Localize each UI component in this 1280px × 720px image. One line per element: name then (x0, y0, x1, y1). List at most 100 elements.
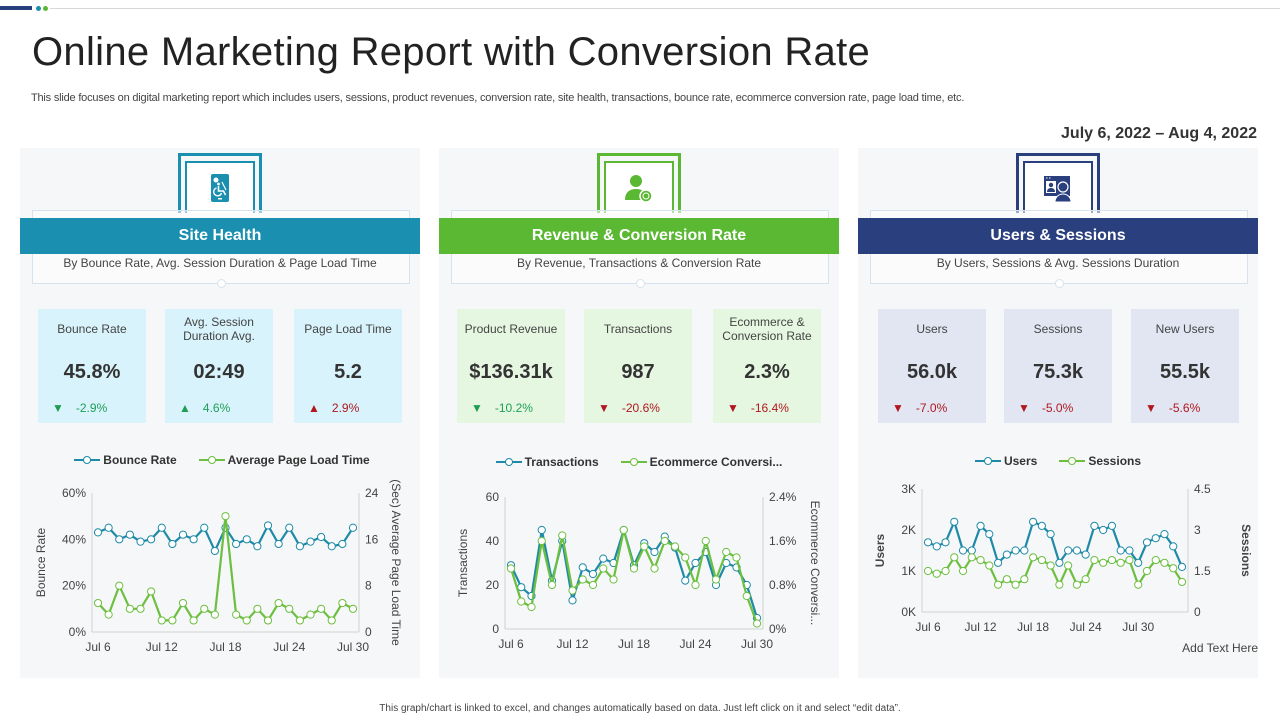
kpi-card-product-revenue: Product Revenue $136.31k ▼ -10.2% (457, 309, 565, 423)
kpi-label: Users (916, 322, 948, 336)
data-point (1116, 558, 1125, 567)
data-point (993, 580, 1003, 589)
arrow-down-icon: ▼ (892, 401, 904, 415)
divider (50, 8, 1280, 9)
panel-description: By Bounce Rate, Avg. Session Duration & … (63, 256, 377, 270)
data-point (941, 538, 950, 547)
data-point (1099, 558, 1108, 567)
kpi-card-bounce-rate: Bounce Rate 45.8% ▼ -2.9% (38, 309, 146, 423)
kpi-delta: ▼ -5.6% (1145, 401, 1200, 415)
data-point (1142, 566, 1152, 576)
kpi-delta: ▼ -10.2% (471, 401, 533, 415)
y2-tick-label: 16 (365, 532, 379, 546)
kpi-value: 02:49 (193, 361, 245, 383)
data-point (1020, 575, 1029, 584)
data-point (1169, 542, 1178, 551)
data-point (923, 538, 933, 547)
y2-tick-label: 2.4% (769, 490, 797, 504)
kpi-value: $136.31k (469, 361, 553, 383)
y-tick-label: 20% (62, 579, 86, 593)
data-point (274, 598, 283, 608)
add-text-placeholder[interactable]: Add Text Here (1182, 641, 1258, 655)
kpi-card-sessions: Sessions 75.3k ▼ -5.0% (1004, 309, 1112, 423)
data-point (285, 604, 294, 613)
page-subtitle: This slide focuses on digital marketing … (31, 92, 965, 104)
kpi-delta: ▲ 4.6% (179, 401, 230, 415)
kpi-card-page-load-time: Page Load Time 5.2 ▲ 2.9% (294, 309, 402, 423)
data-point (1081, 575, 1090, 584)
kpi-card-users: Users 56.0k ▼ -7.0% (878, 309, 986, 423)
data-point (1029, 553, 1038, 562)
data-point (985, 561, 994, 570)
data-point (950, 517, 959, 526)
legend-marker-green (1059, 457, 1086, 465)
x-tick-label: Jul 12 (556, 637, 588, 651)
panel-users-sessions: Users & Sessions By Users, Sessions & Av… (858, 148, 1258, 678)
kpi-value: 75.3k (1032, 361, 1084, 383)
panel-title: Revenue & Conversion Rate (439, 218, 839, 254)
x-tick-label: Jul 6 (915, 620, 941, 634)
data-point (93, 528, 103, 537)
data-point (200, 604, 209, 613)
data-point (242, 616, 251, 625)
legend-item: Ecommerce Conversi... (620, 455, 782, 469)
kpi-label: Product Revenue (464, 322, 558, 336)
icon-tab (1016, 153, 1100, 213)
legend-item: Users (974, 454, 1037, 468)
data-point (517, 597, 526, 606)
kpi-delta: ▲ 2.9% (308, 401, 359, 415)
y-tick-label: 2K (901, 523, 916, 537)
panel-description: By Users, Sessions & Avg. Sessions Durat… (936, 256, 1180, 270)
data-point (1072, 546, 1081, 555)
kpi-delta-value: 2.9% (331, 401, 360, 415)
y-tick-label: 40 (486, 534, 500, 548)
legend-item: Bounce Rate (74, 453, 177, 467)
data-point (932, 569, 941, 578)
data-point (253, 542, 262, 551)
series-line-blue (510, 528, 759, 619)
data-point (1107, 555, 1117, 565)
data-point (1116, 546, 1125, 555)
data-point (506, 564, 516, 573)
legend-label: Average Page Load Time (227, 453, 370, 467)
data-point (681, 576, 690, 585)
data-point (578, 575, 587, 584)
y-tick-label: 20 (486, 578, 500, 592)
data-point (306, 610, 315, 619)
chart-legend: Users Sessions (858, 454, 1258, 468)
kpi-delta-value: -2.9% (75, 401, 108, 415)
data-point (588, 569, 598, 579)
chart-legend: Transactions Ecommerce Conversi... (439, 455, 839, 469)
legend-marker-green (620, 458, 647, 466)
data-point (1169, 564, 1178, 573)
data-point (1142, 538, 1152, 547)
data-point (588, 580, 598, 590)
kpi-label: New Users (1155, 322, 1215, 336)
legend-marker-blue (495, 458, 522, 466)
y-tick-label: 60% (62, 486, 86, 500)
arrow-up-icon: ▲ (179, 401, 191, 415)
data-point (348, 604, 358, 613)
data-point (210, 610, 219, 619)
data-point (1072, 580, 1081, 589)
data-point (1160, 558, 1169, 567)
x-tick-label: Jul 12 (965, 620, 997, 634)
data-point (348, 523, 358, 532)
panel-description: By Revenue, Transactions & Conversion Ra… (516, 256, 762, 270)
y2-tick-label: 4.5 (1194, 482, 1211, 496)
data-point (157, 616, 166, 625)
x-tick-label: Jul 18 (618, 637, 650, 651)
data-point (242, 535, 251, 544)
data-point (1090, 555, 1099, 565)
arrow-down-icon: ▼ (1145, 401, 1157, 415)
data-point (599, 554, 608, 563)
data-point (125, 604, 134, 613)
data-point (1037, 521, 1046, 531)
data-point (1107, 521, 1117, 531)
data-point (568, 586, 577, 595)
panel-site-health: Site Health By Bounce Rate, Avg. Session… (20, 148, 420, 678)
chart-users-sessions: 0K 1K 2K 3K 0 1.5 3 4.5 Jul 6 Jul 12 Jul 18 Jul 24 J… (873, 482, 1253, 634)
legend-marker-green (198, 456, 225, 464)
kpi-value: 2.3% (744, 361, 790, 383)
data-point (1125, 555, 1134, 565)
